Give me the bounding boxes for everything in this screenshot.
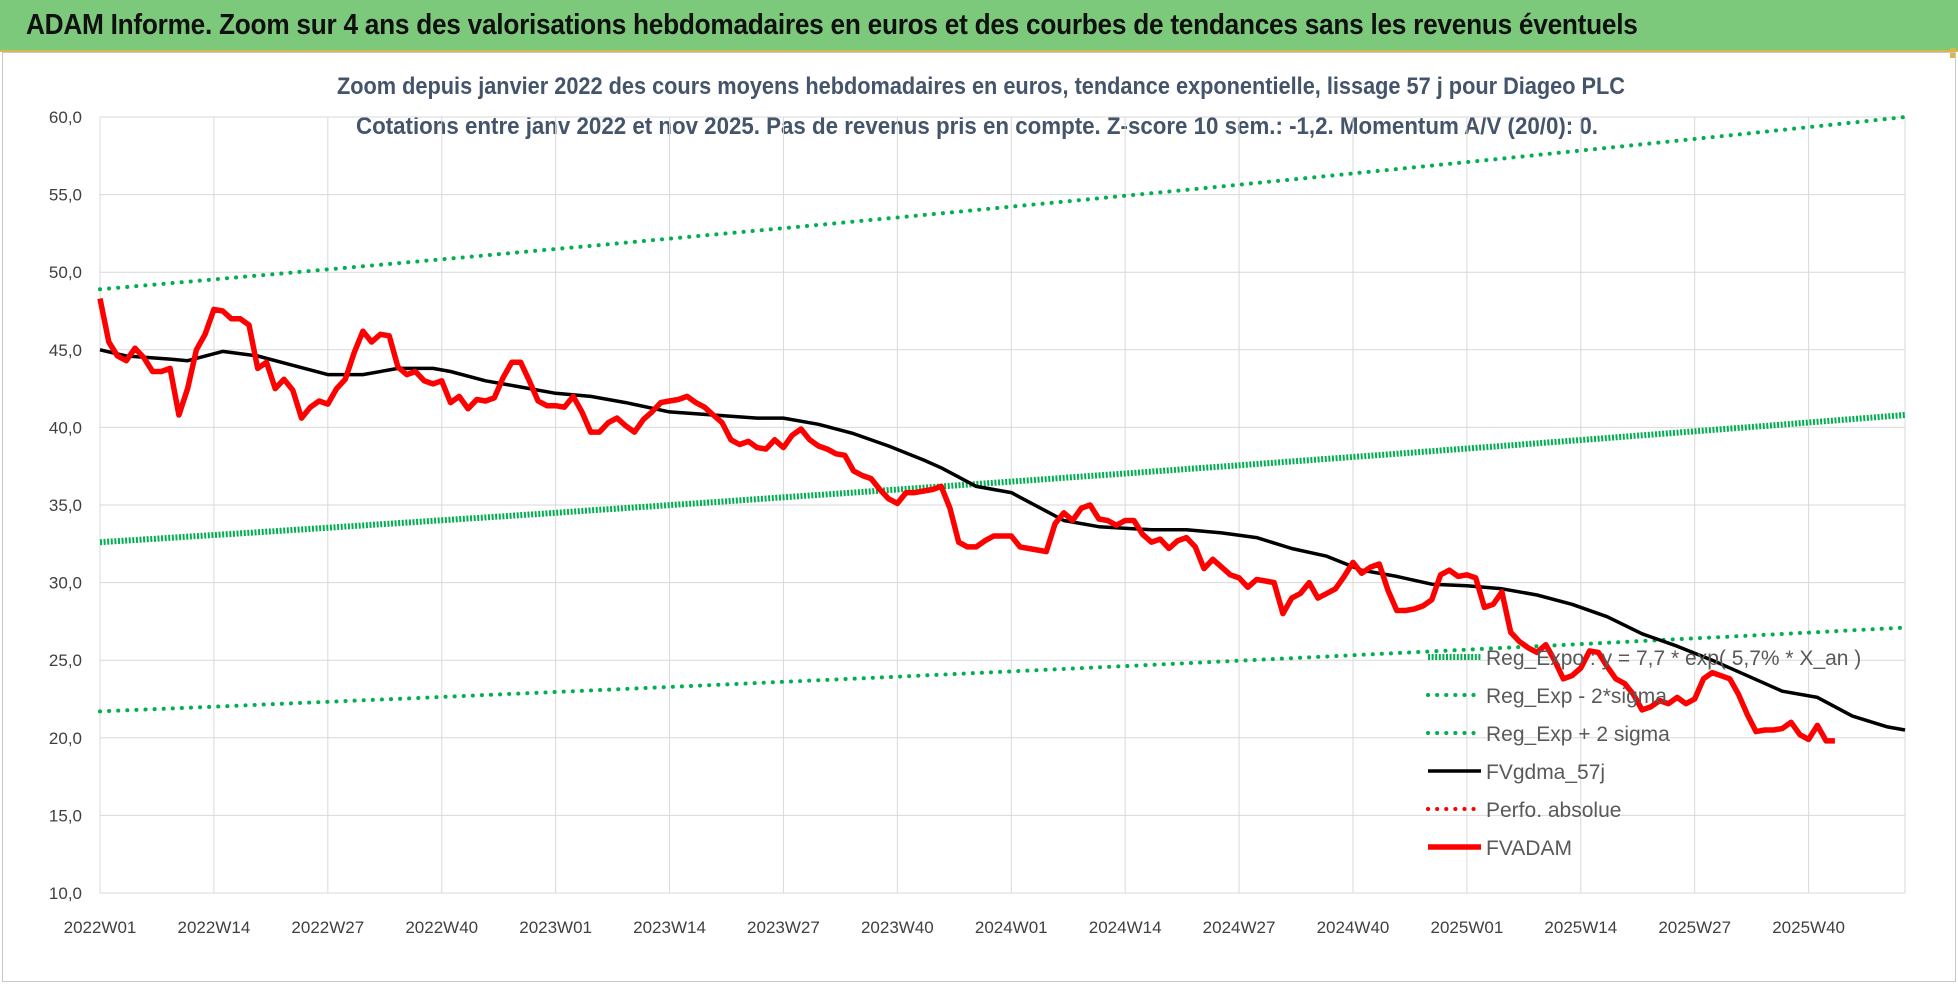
legend: Reg_Expo : y = 7,7 * exp( 5,7% * X_an ) R… [1426, 647, 1861, 860]
lower-band-line [98, 625, 1907, 714]
x-tick-label: 2023W40 [861, 918, 934, 937]
x-tick-label: 2025W01 [1431, 918, 1504, 937]
banner: ADAM Informe. Zoom sur 4 ans des valoris… [0, 0, 1958, 52]
x-tick-label: 2025W40 [1772, 918, 1845, 937]
legend-label: Reg_Expo : y = 7,7 * exp( 5,7% * X_an ) [1486, 647, 1861, 670]
y-tick-label: 60,0 [49, 108, 82, 127]
series-lines [97, 115, 1907, 744]
x-tick-label: 2022W27 [291, 918, 364, 937]
x-tick-label: 2022W01 [64, 918, 137, 937]
x-tick-label: 2023W27 [747, 918, 820, 937]
gridlines [99, 116, 1906, 894]
y-tick-label: 10,0 [49, 884, 82, 903]
x-axis: 2022W01 2022W14 2022W27 2022W40 2023W01 2023W… [64, 918, 1845, 937]
upper-band-line [98, 115, 1907, 292]
y-tick-label: 15,0 [49, 806, 82, 825]
x-tick-label: 2023W14 [633, 918, 706, 937]
x-tick-label: 2025W14 [1544, 918, 1617, 937]
smoothed-57j-line [99, 348, 1906, 732]
y-axis: 10,0 15,0 20,0 25,0 30,0 35,0 40,0 45,0 50,0 55,0… [49, 108, 82, 903]
y-tick-label: 50,0 [49, 263, 82, 282]
legend-label: FVgdma_57j [1486, 761, 1605, 784]
x-tick-label: 2022W14 [178, 918, 251, 937]
chart-frame [2, 52, 1956, 982]
chart-subtitle-line1: Zoom depuis janvier 2022 des cours moyen… [337, 73, 1625, 100]
x-tick-label: 2024W40 [1317, 918, 1390, 937]
regression-trend-line [99, 412, 1906, 546]
y-tick-label: 40,0 [49, 418, 82, 437]
legend-label: Reg_Exp - 2*sigma [1486, 685, 1667, 708]
frame-corner-mark [1950, 48, 1956, 58]
y-tick-label: 30,0 [49, 574, 82, 593]
legend-label: Perfo. absolue [1486, 799, 1621, 822]
x-tick-label: 2024W27 [1203, 918, 1276, 937]
x-tick-label: 2024W14 [1089, 918, 1162, 937]
y-tick-label: 35,0 [49, 496, 82, 515]
x-tick-label: 2023W01 [519, 918, 592, 937]
line-chart: Zoom depuis janvier 2022 des cours moyen… [49, 73, 1907, 937]
y-tick-label: 25,0 [49, 651, 82, 670]
y-tick-label: 55,0 [49, 186, 82, 205]
legend-label: FVADAM [1486, 837, 1572, 860]
y-tick-label: 45,0 [49, 341, 82, 360]
banner-title: ADAM Informe. Zoom sur 4 ans des valoris… [26, 9, 1638, 41]
x-tick-label: 2024W01 [975, 918, 1048, 937]
legend-label: Reg_Exp + 2 sigma [1486, 723, 1670, 746]
x-tick-label: 2025W27 [1658, 918, 1731, 937]
fvadam-price-line [97, 298, 1835, 744]
y-tick-label: 20,0 [49, 729, 82, 748]
x-tick-label: 2022W40 [405, 918, 478, 937]
